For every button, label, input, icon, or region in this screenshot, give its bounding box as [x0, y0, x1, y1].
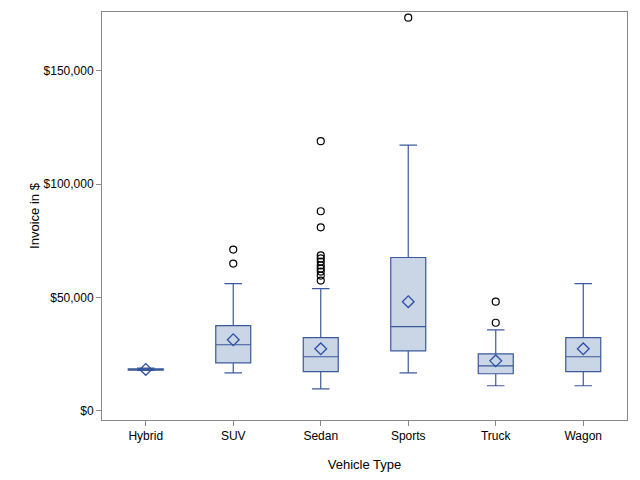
svg-text:Wagon: Wagon [564, 429, 602, 443]
svg-text:Sedan: Sedan [303, 429, 338, 443]
svg-text:SUV: SUV [221, 429, 246, 443]
svg-text:$100,000: $100,000 [44, 177, 94, 191]
svg-text:Sports: Sports [391, 429, 426, 443]
svg-text:$50,000: $50,000 [50, 291, 94, 305]
svg-text:$150,000: $150,000 [44, 64, 94, 78]
svg-text:$0: $0 [80, 404, 94, 418]
svg-text:Vehicle Type: Vehicle Type [328, 457, 401, 472]
svg-text:Hybrid: Hybrid [128, 429, 163, 443]
svg-text:Invoice in $: Invoice in $ [27, 182, 42, 249]
svg-text:Truck: Truck [481, 429, 512, 443]
